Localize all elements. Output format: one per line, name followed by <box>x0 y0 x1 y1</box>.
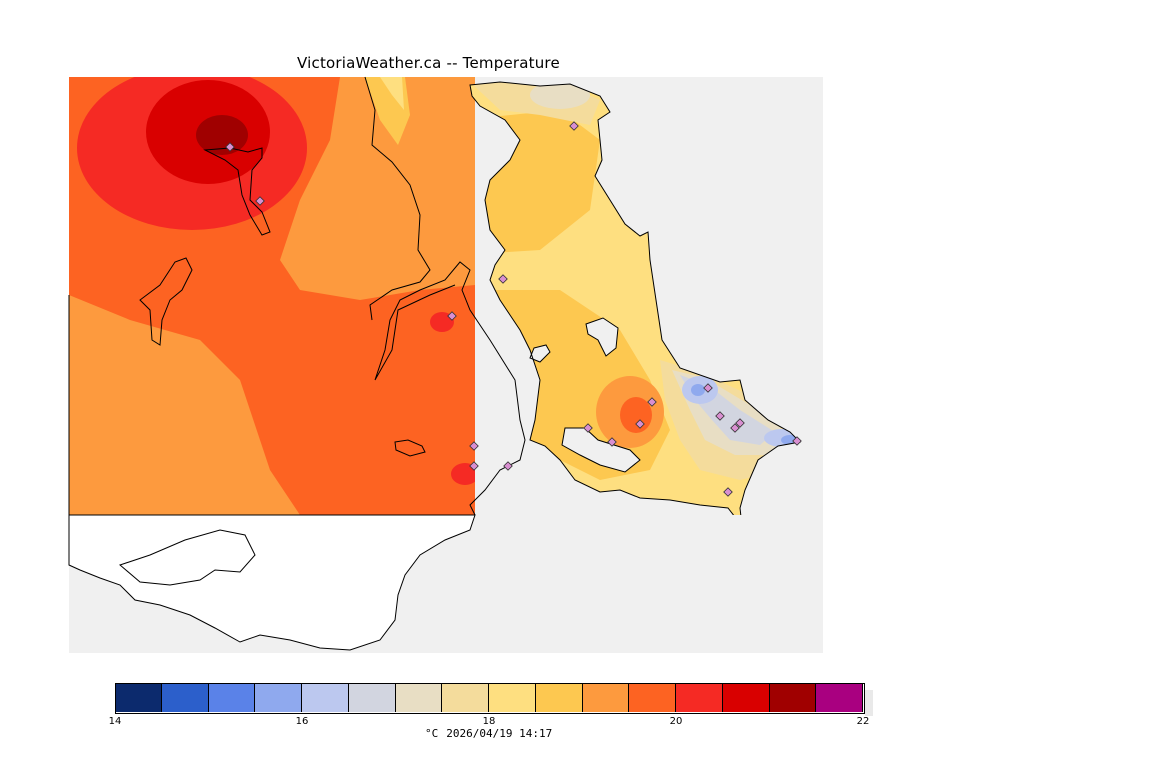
colorbar-segment <box>395 683 443 712</box>
station-marker <box>447 311 457 321</box>
colorbar-segment <box>208 683 256 712</box>
weather-stations <box>225 121 802 497</box>
station-marker <box>583 423 593 433</box>
colorbar-segment <box>115 683 162 712</box>
coastline-south <box>119 529 256 586</box>
station-marker <box>498 274 508 284</box>
station-marker <box>647 397 657 407</box>
timestamp-label: 2026/04/19 14:17 <box>446 727 553 740</box>
inland-lake <box>529 344 551 363</box>
colorbar-shadow <box>865 690 873 716</box>
station-marker <box>569 121 579 131</box>
coastline-north <box>364 76 431 321</box>
station-marker <box>715 411 725 421</box>
colorbar-segment <box>348 683 396 712</box>
colorbar-segment <box>161 683 209 712</box>
colorbar-segment <box>722 683 770 712</box>
colorbar-tick-label: 14 <box>108 716 122 727</box>
station-marker <box>703 383 713 393</box>
station-marker <box>792 436 802 446</box>
colorbar-segment <box>676 683 723 712</box>
station-marker <box>469 441 479 451</box>
colorbar-tick-label: 18 <box>482 716 496 727</box>
chart-title: VictoriaWeather.ca -- Temperature <box>297 54 560 72</box>
west-temperature-field <box>69 77 475 515</box>
coastline-west <box>68 261 526 516</box>
colorbar-segment <box>769 683 817 712</box>
colorbar <box>115 683 865 714</box>
colorbar-segment <box>489 683 536 712</box>
colorbar-segment <box>535 683 583 712</box>
station-marker <box>469 461 479 471</box>
colorbar-segment <box>442 683 489 712</box>
colorbar-segment <box>302 683 349 712</box>
colorbar-segment <box>582 683 630 712</box>
harbour-inlet <box>561 427 641 473</box>
unit-label: °C <box>425 727 439 740</box>
station-marker <box>607 437 617 447</box>
station-marker <box>723 487 733 497</box>
station-marker <box>635 419 645 429</box>
colorbar-caption: °C 2026/04/19 14:17 <box>425 727 560 740</box>
island-outline <box>139 257 193 346</box>
colorbar-tick-label: 22 <box>856 716 870 727</box>
station-marker <box>503 461 513 471</box>
station-marker <box>255 196 265 206</box>
colorbar-segment <box>629 683 676 712</box>
colorbar-segment <box>255 683 302 712</box>
colorbar-segment <box>816 683 863 712</box>
colorbar-tick-label: 20 <box>669 716 683 727</box>
island-outline <box>394 439 426 457</box>
station-marker <box>735 418 745 428</box>
inland-lake <box>585 317 619 357</box>
southern-landmass <box>68 514 476 651</box>
station-marker <box>225 142 235 152</box>
colorbar-tick-label: 16 <box>295 716 309 727</box>
island-outline <box>203 147 271 236</box>
station-marker <box>730 423 740 433</box>
